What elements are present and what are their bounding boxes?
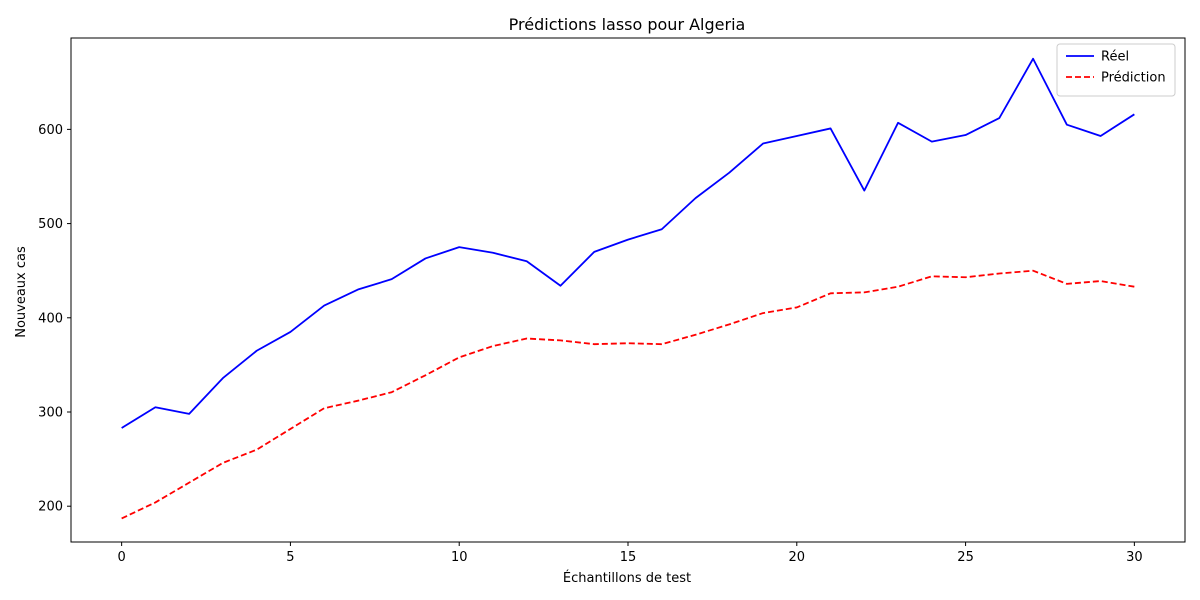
legend-box [1056,43,1176,97]
y-axis-title: Nouveaux cas [14,246,29,338]
y-tick-label: 400 [38,311,63,326]
x-tick-label: 10 [451,550,468,565]
series-line-2 [121,269,1135,520]
series-line-1 [121,57,1135,429]
legend-label-1: Réel [1101,50,1129,65]
y-tick-label: 600 [38,123,63,138]
y-tick-label: 200 [38,500,63,515]
plot-area: 0 5 10 15 20 25 30 200 300 400 500 600 [38,37,1186,565]
y-tick-label: 300 [38,405,63,420]
x-tick-label: 25 [957,550,974,565]
legend: Réel Prédiction [1056,43,1176,97]
x-tick-label: 0 [117,550,125,565]
x-tick-label: 5 [286,550,294,565]
x-tick-label: 20 [789,550,806,565]
y-tick-label: 500 [38,217,63,232]
legend-label-2: Prédiction [1101,71,1166,86]
chart-title: Prédictions lasso pour Algeria [509,15,746,34]
x-axis-title: Échantillons de test [563,570,691,586]
x-tick-label: 15 [620,550,637,565]
x-tick-label: 30 [1126,550,1143,565]
